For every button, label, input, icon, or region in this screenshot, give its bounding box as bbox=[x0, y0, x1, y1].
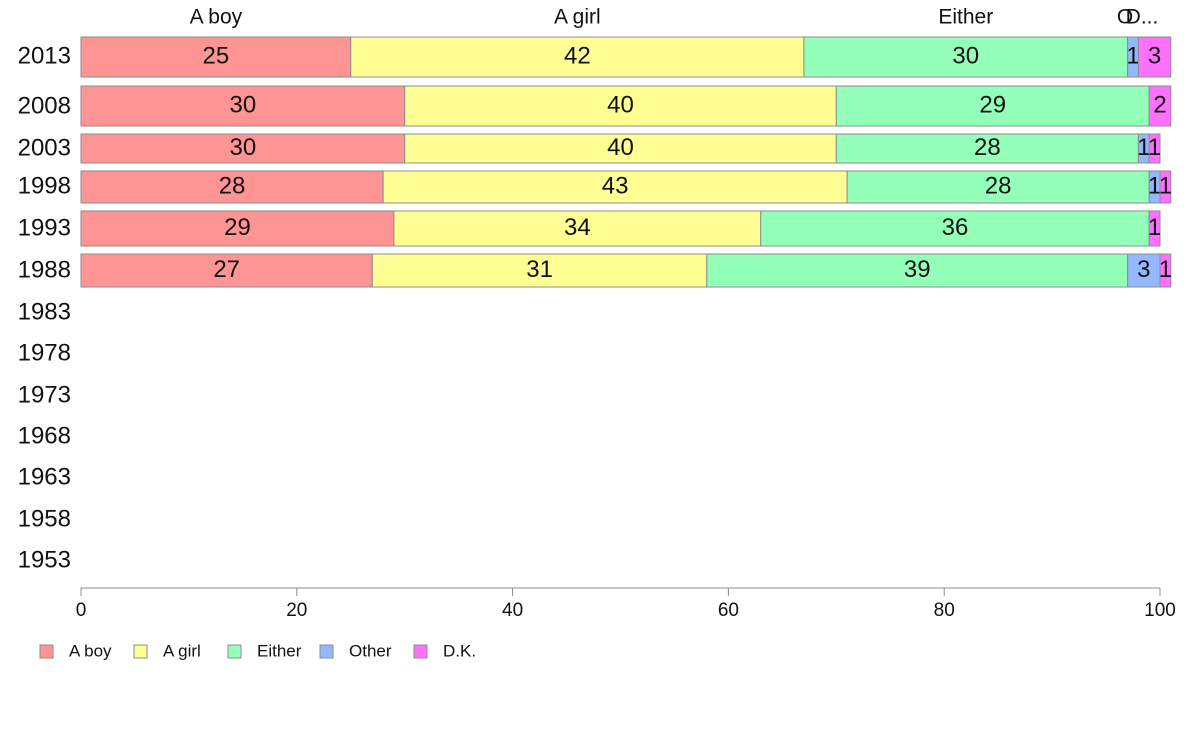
year-label-1973: 1973 bbox=[18, 381, 71, 408]
bar-1998-a-boy bbox=[80, 170, 384, 204]
bar-2008-d-k- bbox=[1148, 85, 1172, 127]
x-tick-label-0: 0 bbox=[76, 600, 87, 621]
year-label-1978: 1978 bbox=[18, 339, 71, 366]
bar-2003-d-k- bbox=[1148, 133, 1161, 164]
x-tick-label-100: 100 bbox=[1144, 600, 1176, 621]
value-label-2013-2: 30 bbox=[952, 42, 979, 69]
year-label-1998: 1998 bbox=[18, 172, 71, 199]
value-label-1988-4: 1 bbox=[1159, 256, 1172, 283]
year-label-1988: 1988 bbox=[18, 256, 71, 283]
value-label-2003-4: 1 bbox=[1148, 134, 1161, 161]
value-label-2003-3: 1 bbox=[1137, 134, 1150, 161]
value-label-2013-1: 42 bbox=[564, 42, 591, 69]
value-label-1993-4: 1 bbox=[1148, 214, 1161, 241]
year-label-2013: 2013 bbox=[18, 42, 71, 69]
x-tick-label-40: 40 bbox=[502, 600, 523, 621]
legend-swatch-a-girl bbox=[133, 644, 148, 659]
bar-1998-d-k- bbox=[1159, 170, 1172, 204]
bar-1988-other bbox=[1127, 253, 1161, 288]
column-header-0: A boy bbox=[190, 6, 243, 29]
value-label-1988-3: 3 bbox=[1137, 256, 1150, 283]
value-label-2003-0: 30 bbox=[229, 134, 256, 161]
year-label-1993: 1993 bbox=[18, 214, 71, 241]
column-header-2: Either bbox=[938, 6, 993, 29]
value-label-2013-0: 25 bbox=[203, 42, 230, 69]
bar-1988-a-girl bbox=[371, 253, 708, 288]
legend-label-a-boy: A boy bbox=[69, 641, 112, 660]
bar-1993-either bbox=[760, 210, 1150, 247]
year-label-1983: 1983 bbox=[18, 298, 71, 325]
value-label-1988-1: 31 bbox=[526, 256, 553, 283]
year-label-2003: 2003 bbox=[18, 134, 71, 161]
legend-swatch-other bbox=[319, 644, 334, 659]
legend-label-other: Other bbox=[349, 641, 392, 660]
value-label-1998-4: 1 bbox=[1159, 172, 1172, 199]
legend-swatch-either bbox=[227, 644, 242, 659]
value-label-1993-0: 29 bbox=[224, 214, 251, 241]
value-label-2008-4: 2 bbox=[1153, 91, 1166, 118]
column-header-3: O bbox=[1117, 6, 1133, 29]
year-label-1963: 1963 bbox=[18, 463, 71, 490]
column-header-1: A girl bbox=[554, 6, 601, 29]
bar-1993-d-k- bbox=[1148, 210, 1161, 247]
bar-1998-a-girl bbox=[382, 170, 848, 204]
bar-1998-either bbox=[846, 170, 1150, 204]
bar-2013-d-k- bbox=[1137, 36, 1172, 78]
value-label-2013-4: 3 bbox=[1148, 42, 1161, 69]
value-label-1993-2: 36 bbox=[942, 214, 969, 241]
bar-2003-a-boy bbox=[80, 133, 406, 164]
bar-2008-a-boy bbox=[80, 85, 406, 127]
x-tick-label-20: 20 bbox=[286, 600, 307, 621]
value-label-1988-2: 39 bbox=[904, 256, 931, 283]
value-label-1998-2: 28 bbox=[985, 172, 1012, 199]
bar-1988-a-boy bbox=[80, 253, 373, 288]
value-label-2008-2: 29 bbox=[979, 91, 1006, 118]
value-label-1998-3: 1 bbox=[1148, 172, 1161, 199]
value-label-1998-1: 43 bbox=[602, 172, 629, 199]
year-label-1968: 1968 bbox=[18, 422, 71, 449]
value-label-2013-3: 1 bbox=[1126, 42, 1139, 69]
year-label-1953: 1953 bbox=[18, 546, 71, 573]
value-label-2003-2: 28 bbox=[974, 134, 1001, 161]
value-label-2008-0: 30 bbox=[229, 91, 256, 118]
year-label-1958: 1958 bbox=[18, 505, 71, 532]
year-labels: 2013 2008 2003 1998 1993 1988 1983 1978 1973 1968… bbox=[18, 42, 71, 573]
bar-2003-either bbox=[835, 133, 1139, 164]
bar-2003-a-girl bbox=[404, 133, 837, 164]
value-label-1993-1: 34 bbox=[564, 214, 591, 241]
legend-label-either: Either bbox=[257, 641, 302, 660]
value-label-1998-0: 28 bbox=[219, 172, 246, 199]
value-label-2003-1: 40 bbox=[607, 134, 634, 161]
legend-label-a-girl: A girl bbox=[163, 641, 201, 660]
bar-2013-a-girl bbox=[350, 36, 805, 78]
x-tick-label-80: 80 bbox=[934, 600, 955, 621]
year-label-2008: 2008 bbox=[18, 92, 71, 119]
bar-2008-either bbox=[835, 85, 1150, 127]
legend-swatch-d-k- bbox=[413, 644, 428, 659]
x-tick-label-60: 60 bbox=[718, 600, 739, 621]
bar-1993-a-girl bbox=[393, 210, 762, 247]
column-header-4: D... bbox=[1126, 6, 1159, 29]
bar-1988-either bbox=[706, 253, 1129, 288]
x-axis: 0 20 40 60 80 100 bbox=[76, 587, 1176, 621]
legend: A boy A girl Either Other D.K. bbox=[39, 641, 476, 660]
legend-label-d-k-: D.K. bbox=[443, 641, 476, 660]
bar-2008-a-girl bbox=[404, 85, 837, 127]
value-label-1988-0: 27 bbox=[213, 256, 240, 283]
column-headers: A boy A girl Either OD... bbox=[190, 6, 1159, 29]
bar-1988-d-k- bbox=[1159, 253, 1172, 288]
legend-swatch-a-boy bbox=[39, 644, 54, 659]
bar-1993-a-boy bbox=[80, 210, 395, 247]
value-label-2008-1: 40 bbox=[607, 91, 634, 118]
